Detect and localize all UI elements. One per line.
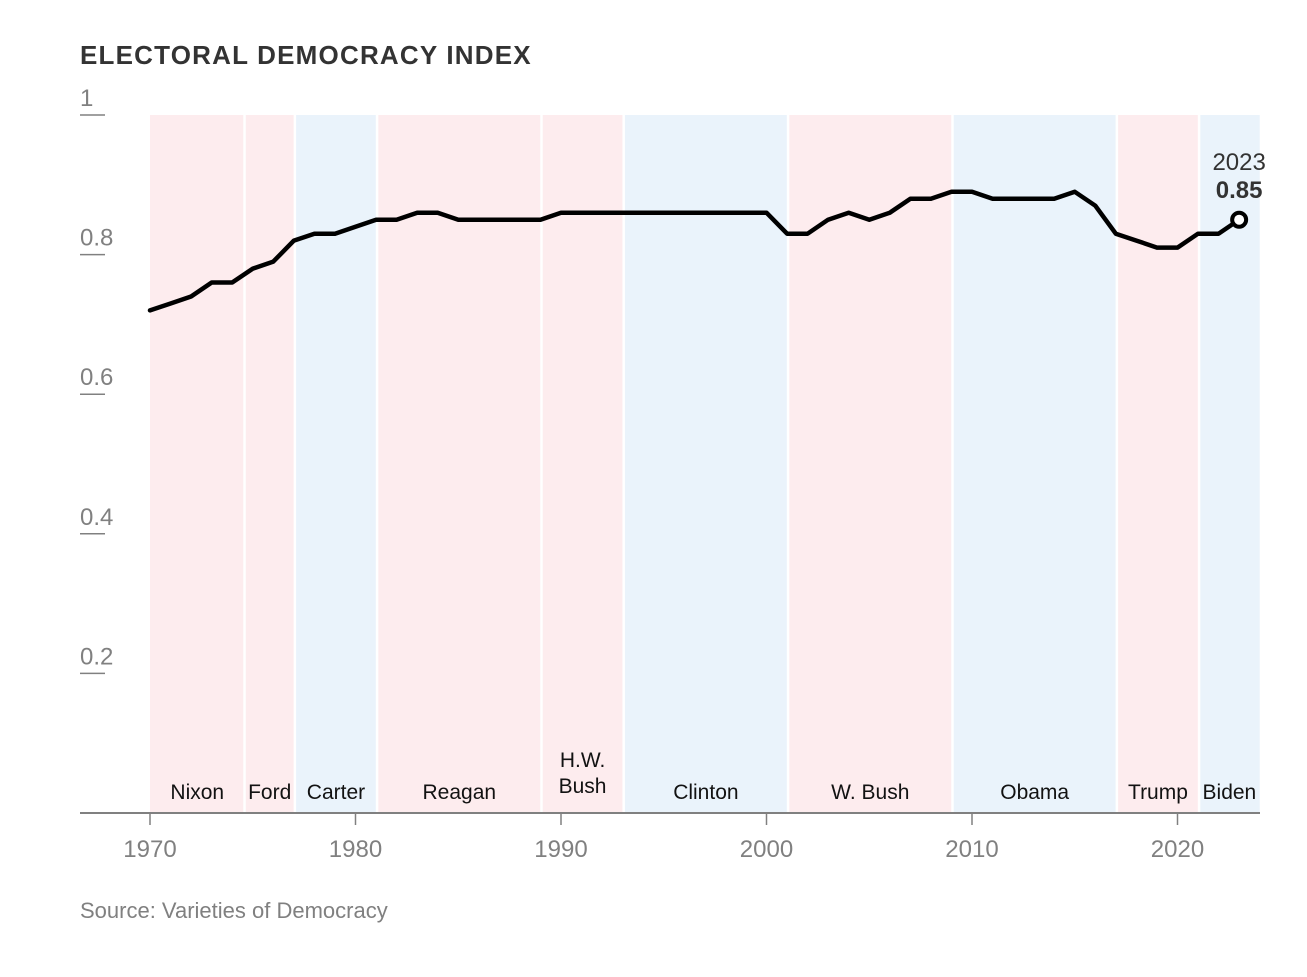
presidency-label: Reagan — [422, 781, 496, 804]
presidency-band-ford — [244, 115, 295, 813]
presidency-label: Obama — [1000, 781, 1069, 804]
source-note: Source: Varieties of Democracy — [80, 898, 388, 923]
x-tick-label: 2020 — [1151, 836, 1204, 863]
presidency-band-reagan — [377, 115, 542, 813]
presidency-band-trump — [1116, 115, 1200, 813]
y-tick-label: 0.4 — [80, 504, 113, 531]
end-annotation-value: 0.85 — [1216, 177, 1263, 204]
presidency-labels: Nixon Ford Carter Reagan H.W. Bush Clinton W. B… — [170, 749, 1256, 804]
presidency-label: H.W. — [560, 749, 606, 772]
end-annotation-year: 2023 — [1212, 149, 1265, 176]
presidency-label: Biden — [1203, 781, 1257, 804]
chart-title: ELECTORAL DEMOCRACY INDEX — [80, 40, 532, 70]
presidency-band-obama — [952, 115, 1117, 813]
presidency-band-w-bush — [788, 115, 953, 813]
x-axis: 1970 1980 1990 2000 2010 2020 — [80, 812, 1260, 863]
presidency-dividers — [243, 115, 1201, 813]
series-line — [147, 189, 1242, 313]
y-tick-label: 0.2 — [80, 643, 113, 670]
presidency-label: Nixon — [170, 781, 224, 804]
presidency-band-clinton — [623, 115, 789, 813]
x-tick-label: 2000 — [740, 836, 793, 863]
presidency-label: Bush — [559, 775, 607, 798]
presidency-band-biden — [1199, 115, 1260, 813]
presidency-band-h-w- — [541, 115, 624, 813]
presidency-band-nixon — [150, 115, 245, 813]
y-axis: 0.2 0.4 0.6 0.8 1 — [80, 85, 113, 675]
x-tick-label: 1990 — [534, 836, 587, 863]
presidency-bands — [150, 115, 1260, 813]
presidency-label: Carter — [307, 781, 365, 804]
x-tick-label: 1970 — [123, 836, 176, 863]
presidency-label: W. Bush — [831, 781, 909, 804]
y-tick-label: 0.6 — [80, 364, 113, 391]
y-tick-label: 1 — [80, 85, 93, 112]
presidency-label: Clinton — [673, 781, 738, 804]
presidency-label: Trump — [1128, 781, 1188, 804]
y-tick-label: 0.8 — [80, 225, 113, 252]
presidency-band-carter — [294, 115, 378, 813]
presidency-label: Ford — [248, 781, 291, 804]
x-tick-label: 1980 — [329, 836, 382, 863]
series-layer — [147, 189, 1249, 313]
end-point-marker — [1230, 210, 1249, 229]
x-tick-label: 2010 — [945, 836, 998, 863]
